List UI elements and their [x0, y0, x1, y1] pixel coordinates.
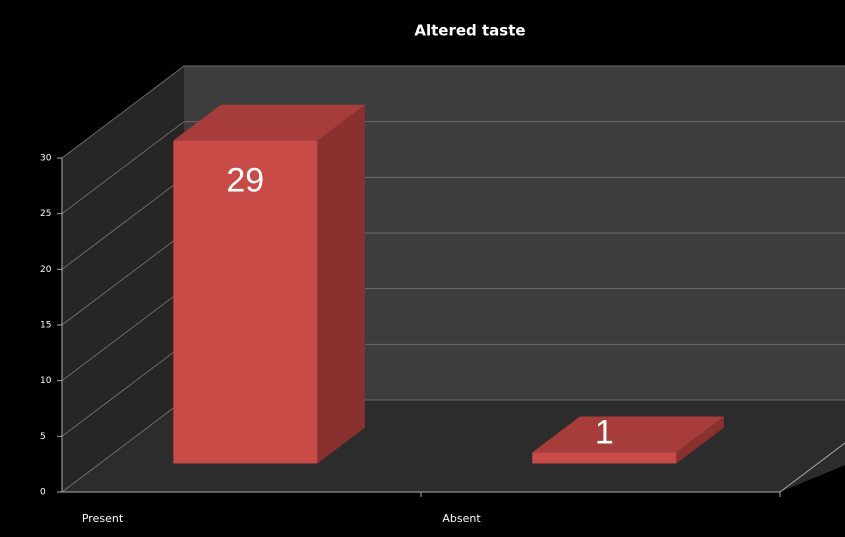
- bar: [532, 452, 677, 464]
- floor-edge: [779, 442, 845, 493]
- bar: [173, 140, 318, 464]
- bar-side: [676, 416, 724, 464]
- grid-line-side: [61, 399, 185, 493]
- grid-line-side: [61, 177, 185, 270]
- y-tick-label: 25: [40, 209, 51, 219]
- y-tick-label: 20: [40, 265, 52, 275]
- grid-line-side: [61, 65, 185, 159]
- y-tick-label: 30: [40, 154, 52, 164]
- grid-line-side: [61, 232, 185, 326]
- bar-top: [532, 416, 724, 453]
- y-tick-label: 0: [40, 488, 46, 498]
- x-tick-label: Present: [82, 512, 124, 525]
- data-label: 1: [595, 413, 614, 451]
- chart-title: Altered taste: [414, 22, 525, 40]
- y-tick-label: 10: [40, 376, 52, 386]
- grid-line-side: [61, 344, 185, 437]
- data-label: 29: [226, 162, 264, 200]
- grid-line-side: [61, 121, 185, 214]
- y-tick-label: 15: [40, 321, 51, 331]
- x-tick-label: Absent: [442, 512, 481, 525]
- grid-line-side: [61, 288, 185, 381]
- bar-side: [317, 104, 365, 464]
- y-tick-label: 5: [40, 432, 46, 442]
- bar-top: [173, 104, 365, 141]
